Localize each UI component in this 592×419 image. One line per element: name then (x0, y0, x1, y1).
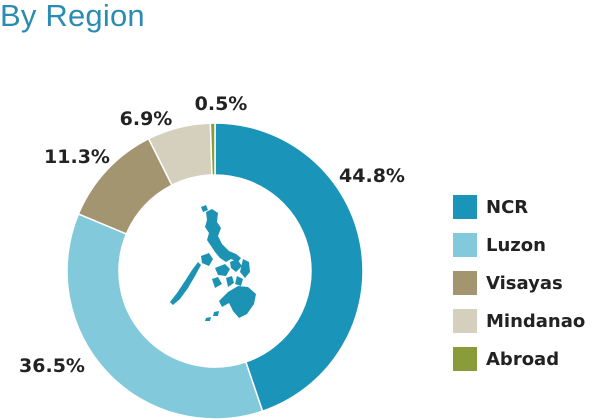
chart-title: By Region (0, 0, 145, 33)
legend-swatch (453, 309, 477, 333)
slice-label-visayas: 11.3% (44, 146, 110, 168)
donut-slice-abroad (209, 122, 216, 176)
donut-slices (66, 122, 364, 419)
legend-label: NCR (486, 196, 529, 218)
legend-label: Abroad (486, 348, 560, 370)
donut-slice-luzon (66, 212, 264, 419)
slice-label-luzon: 36.5% (19, 355, 85, 377)
percentage-labels: 44.8% 36.5% 11.3% 6.9% 0.5% (19, 93, 405, 377)
chart-legend: NCR Luzon Visayas Mindanao Abroad (453, 194, 585, 384)
slice-label-mindanao: 6.9% (120, 108, 173, 130)
legend-item-visayas: Visayas (453, 270, 585, 296)
legend-label: Visayas (486, 272, 563, 294)
legend-label: Luzon (486, 234, 546, 256)
legend-swatch (453, 195, 477, 219)
legend-swatch (453, 233, 477, 257)
legend-swatch (453, 271, 477, 295)
legend-swatch (453, 347, 477, 371)
legend-label: Mindanao (486, 310, 586, 332)
legend-item-abroad: Abroad (453, 346, 585, 372)
donut-slice-ncr (214, 122, 364, 413)
legend-item-ncr: NCR (453, 194, 585, 220)
legend-item-luzon: Luzon (453, 232, 585, 258)
legend-item-mindanao: Mindanao (453, 308, 585, 334)
slice-label-abroad: 0.5% (195, 93, 248, 115)
philippines-map-icon (170, 205, 256, 321)
slice-label-ncr: 44.8% (339, 165, 405, 187)
